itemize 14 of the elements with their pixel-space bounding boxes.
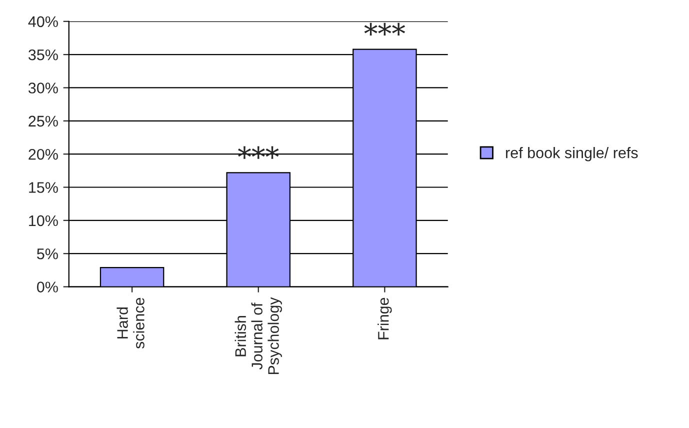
x-tick-label: British Journal of Psychology [234, 297, 282, 374]
y-tick-label: 0% [37, 282, 58, 292]
x-tick-label: Hard science [116, 298, 144, 349]
y-tick-label: 15% [29, 182, 58, 193]
y-tick-label: 30% [28, 82, 58, 94]
y-tick-label: 20% [28, 148, 58, 160]
y-tick-label: 40% [28, 16, 58, 28]
y-tick-label: 25% [28, 116, 58, 127]
annotation: *** [364, 22, 406, 36]
y-tick-label: 35% [28, 49, 58, 60]
y-tick-label: 10% [29, 215, 58, 226]
x-tick-label: Fringe [378, 298, 392, 340]
y-tick-label: 5% [37, 248, 58, 260]
legend-label: ref book single/ refs [506, 147, 638, 162]
